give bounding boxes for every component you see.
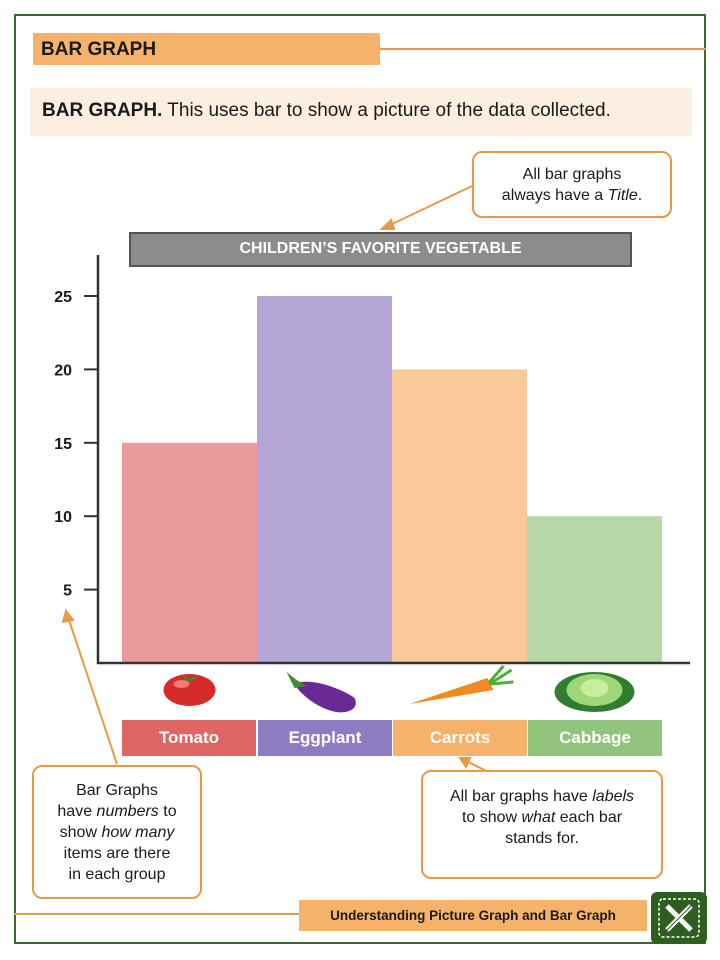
callout-line: always have a Title.	[501, 187, 643, 204]
y-tick-label: 10	[54, 509, 72, 526]
callout-numbers-note: Bar Graphs have numbers to show how many…	[32, 765, 202, 899]
definition-body: This uses bar to show a picture of the d…	[167, 100, 611, 121]
definition-term: BAR GRAPH.	[42, 100, 163, 121]
callout-line: stands for.	[505, 830, 579, 847]
header-banner: BAR GRAPH	[33, 33, 380, 65]
category-label-carrots: Carrots	[393, 720, 527, 756]
callout-line: show how many	[59, 824, 175, 841]
definition-box: BAR GRAPH. This uses bar to show a pictu…	[30, 88, 692, 136]
callout-line: have numbers to	[57, 803, 177, 820]
footer-divider	[14, 913, 299, 915]
pencil-ruler-icon	[651, 892, 707, 944]
y-tick-label: 20	[54, 362, 72, 379]
cabbage-icon	[554, 672, 635, 712]
header-title: BAR GRAPH	[41, 39, 157, 60]
chart-title: CHILDREN’S FAVORITE VEGETABLE	[129, 232, 632, 267]
arrowhead	[379, 218, 396, 230]
y-tick-label: 5	[63, 583, 72, 600]
arrowhead	[61, 608, 75, 624]
bar-carrots	[392, 369, 527, 663]
category-label-cabbage: Cabbage	[528, 720, 662, 756]
eggplant-icon	[286, 672, 356, 713]
bar-cabbage	[527, 516, 662, 663]
tomato-icon	[163, 674, 216, 706]
page-frame	[14, 14, 706, 944]
category-label-eggplant: Eggplant	[258, 720, 392, 756]
y-tick-label: 25	[54, 289, 72, 306]
arrow-to-numbers	[67, 616, 118, 765]
callout-line: Bar Graphs	[76, 782, 158, 799]
callout-title-note: All bar graphs always have a Title.	[472, 151, 672, 218]
bar-eggplant	[257, 296, 392, 663]
callout-line: to show what each bar	[461, 809, 623, 826]
callout-labels-note: All bar graphs have labels to show what …	[421, 770, 663, 879]
callout-line: All bar graphs	[522, 166, 622, 183]
arrow-to-title	[387, 185, 473, 227]
callout-line: All bar graphs have labels	[449, 788, 635, 805]
arrowhead	[458, 757, 472, 770]
y-tick-label: 15	[54, 436, 72, 453]
callout-line: in each group	[68, 866, 166, 883]
footer-banner: Understanding Picture Graph and Bar Grap…	[299, 900, 647, 931]
header-divider	[380, 48, 706, 50]
definition-text: BAR GRAPH. This uses bar to show a pictu…	[42, 100, 611, 122]
callout-line: items are there	[63, 845, 171, 862]
category-label-tomato: Tomato	[122, 720, 256, 756]
carrot-icon	[409, 665, 514, 704]
bar-tomato	[122, 442, 257, 663]
